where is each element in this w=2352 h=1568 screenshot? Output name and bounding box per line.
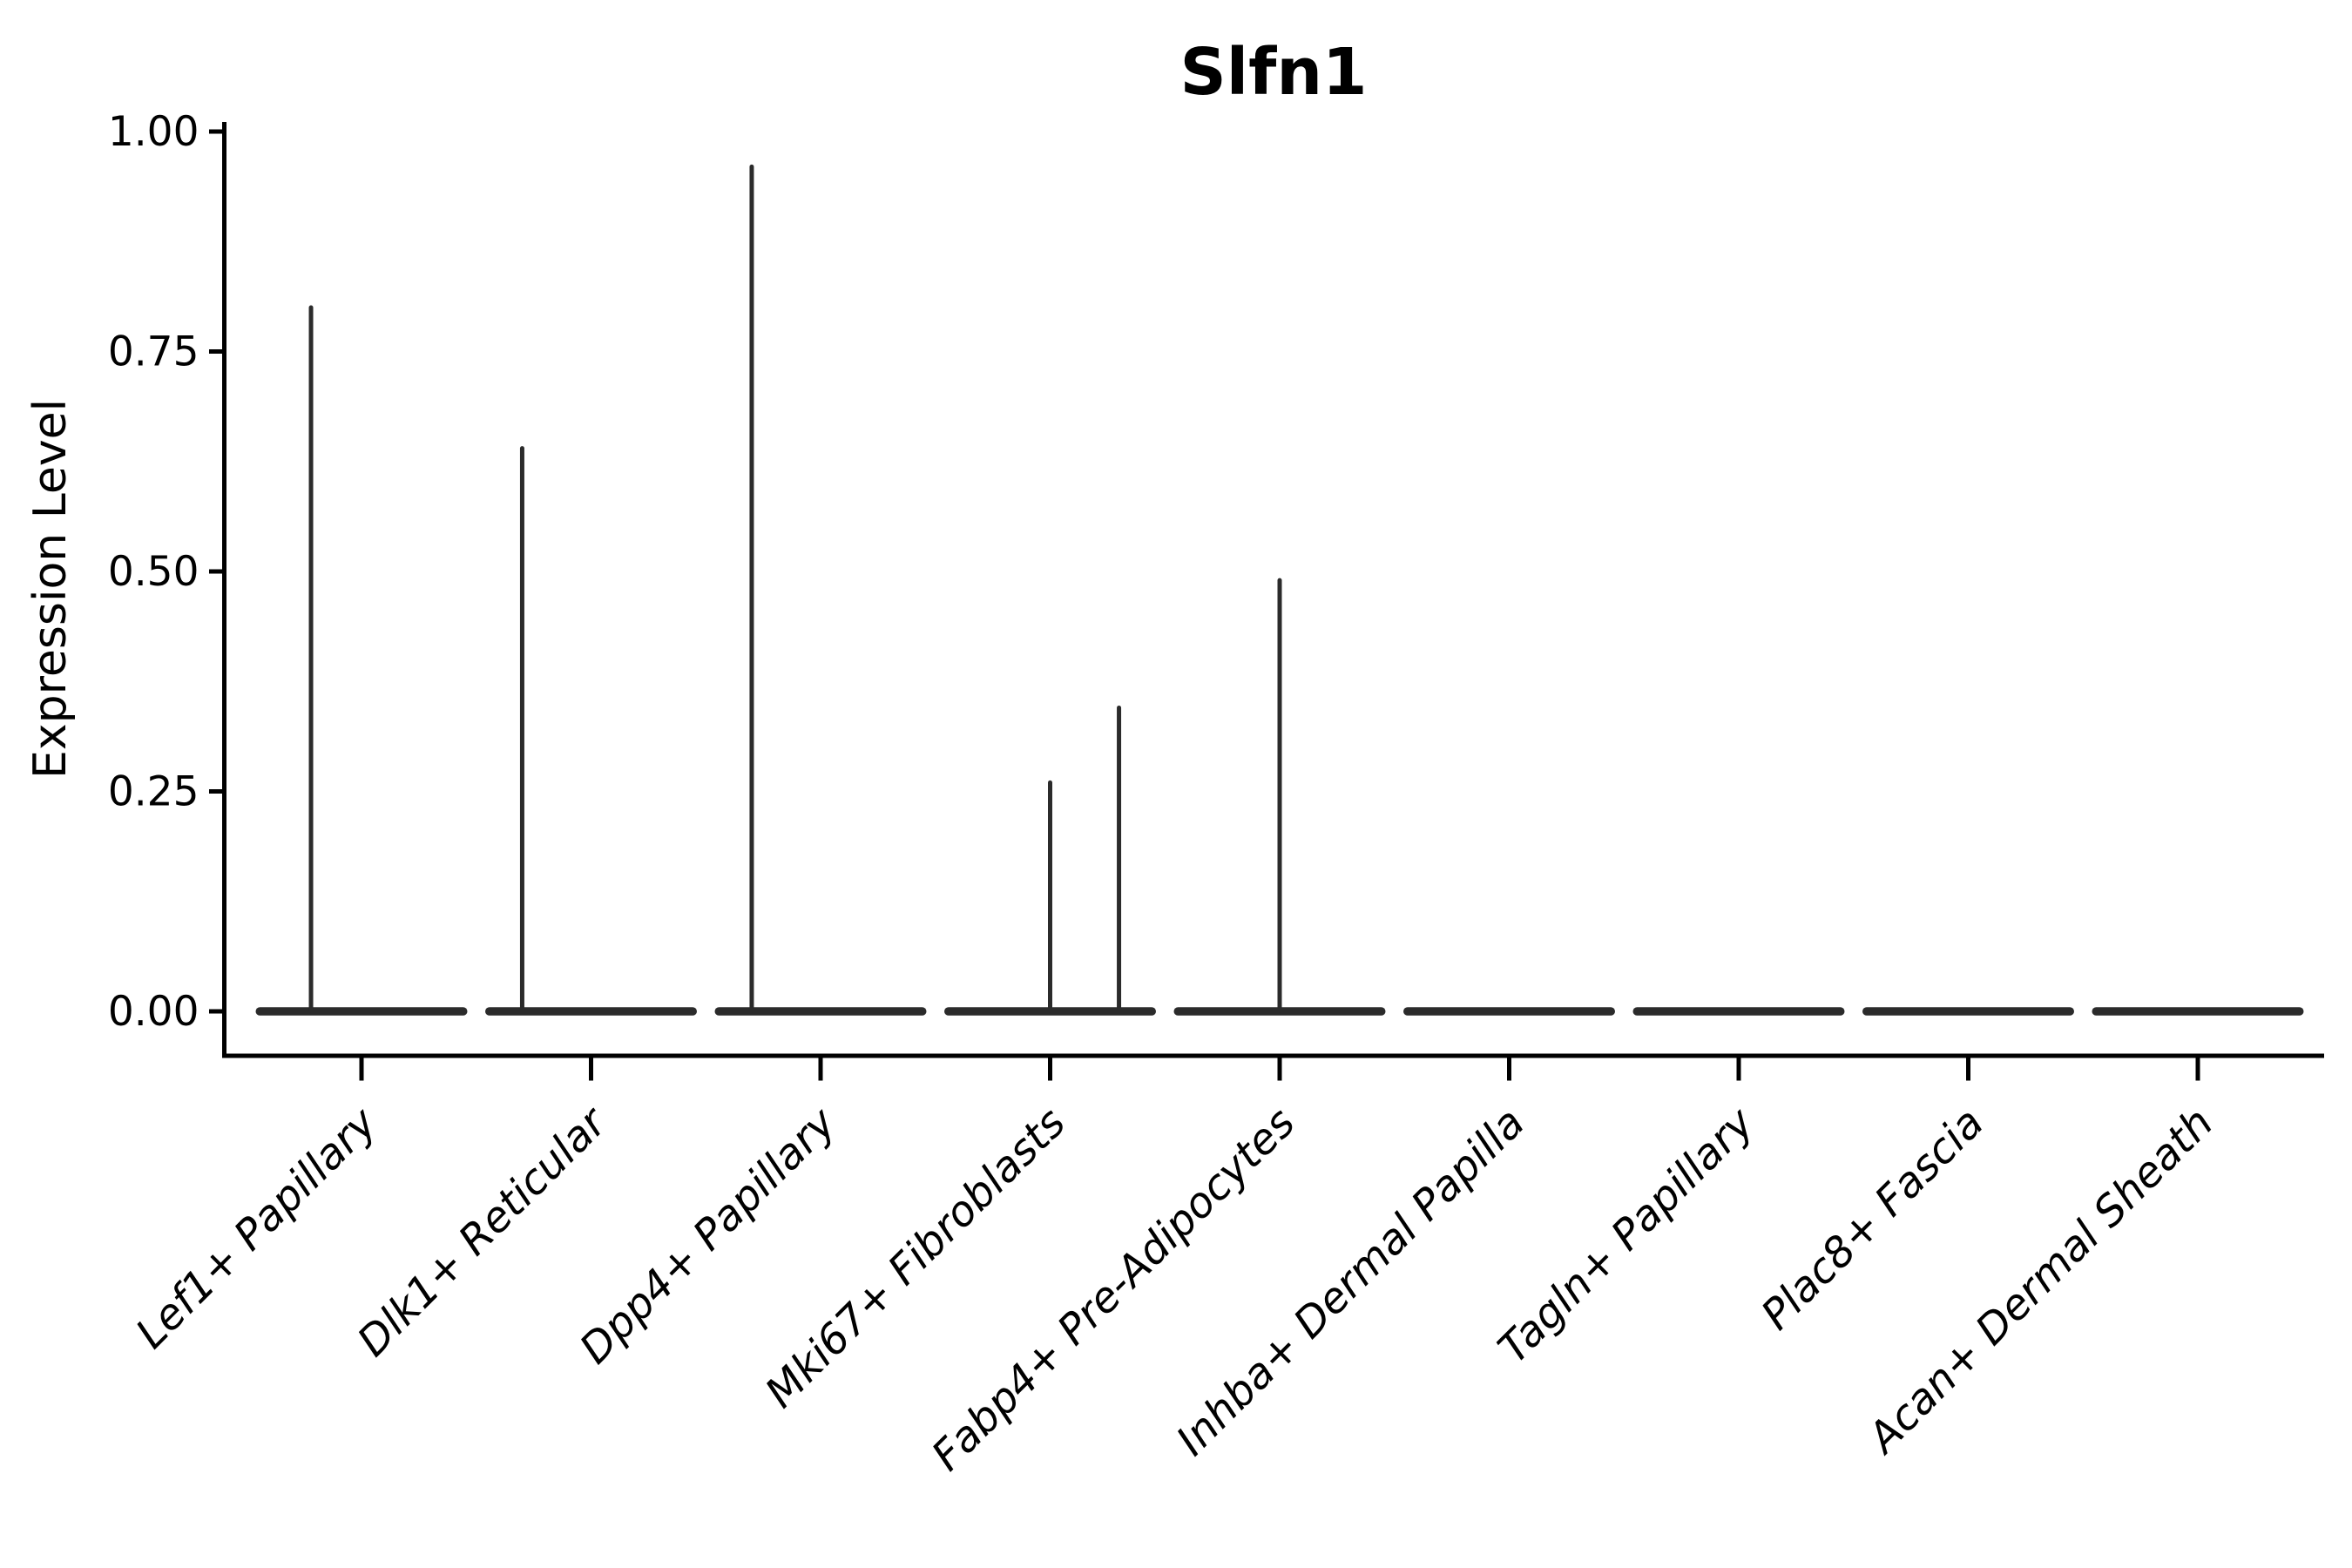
x-tick-label: Fabp4+ Pre-Adipocytes bbox=[923, 1098, 1305, 1481]
y-tick-label: 1.00 bbox=[108, 108, 199, 156]
violin-base bbox=[255, 1007, 468, 1016]
violin-base bbox=[1862, 1007, 2074, 1016]
tick-label-layer: 0.00 0.25 0.50 0.75 1.00 Lef1+ PapillaryDlk1+… bbox=[108, 108, 2223, 1480]
violin-base bbox=[485, 1007, 697, 1016]
axes-layer bbox=[209, 122, 2324, 1081]
x-tick-label: Plac8+ Fascia bbox=[1752, 1098, 1993, 1340]
y-axis-label: Expression Level bbox=[24, 399, 77, 779]
y-tick-label: 0.75 bbox=[108, 328, 199, 376]
violin-layer bbox=[255, 164, 2304, 1016]
violin-base bbox=[2092, 1007, 2304, 1016]
violin-base bbox=[1632, 1007, 1845, 1016]
y-tick-label: 0.25 bbox=[108, 768, 199, 816]
chart-title: Slfn1 bbox=[1179, 35, 1367, 110]
x-tick-label: Dlk1+ Reticular bbox=[348, 1097, 618, 1367]
violin-base bbox=[714, 1007, 927, 1016]
violin-base bbox=[1403, 1007, 1615, 1016]
x-tick-label: Lef1+ Papillary bbox=[126, 1098, 387, 1358]
y-tick-label: 0.50 bbox=[108, 548, 199, 596]
x-tick-label: Dpp4+ Papillary bbox=[571, 1098, 846, 1373]
x-tick-label: Tagln+ Papillary bbox=[1489, 1098, 1764, 1373]
y-tick-label: 0.00 bbox=[108, 988, 199, 1036]
